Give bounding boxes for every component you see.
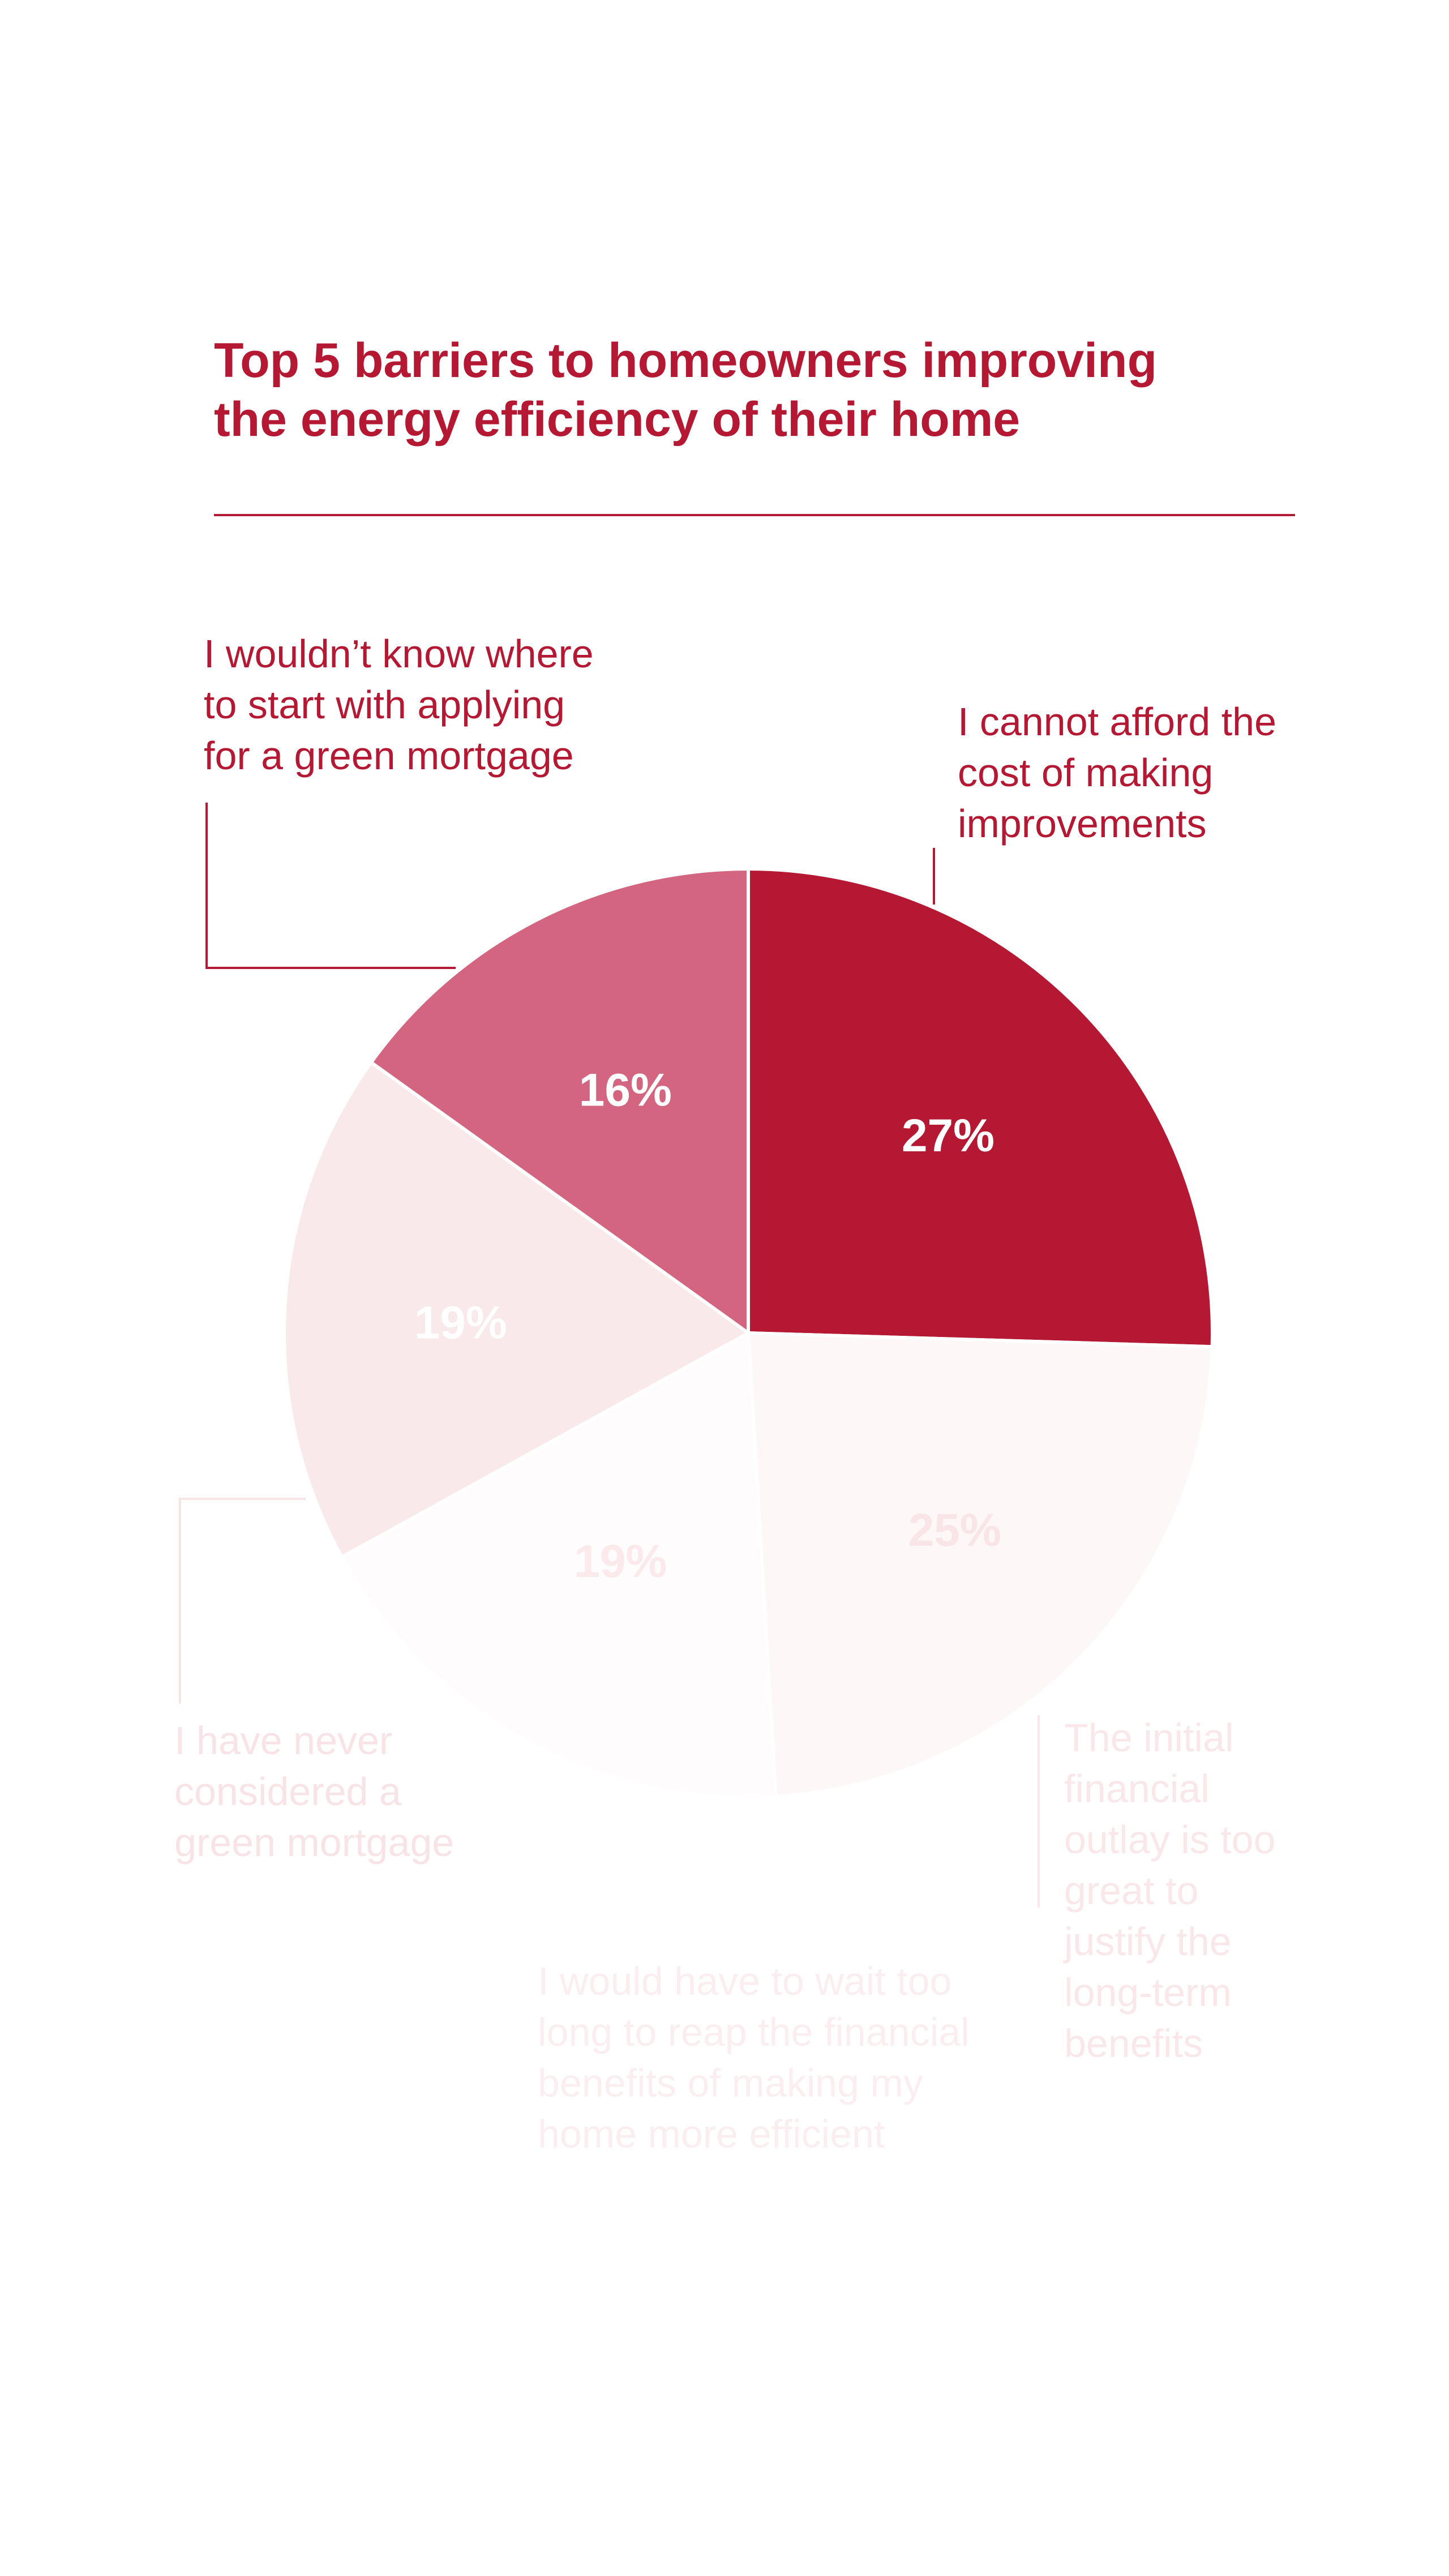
slice-label-2-line-3: outlay is too [1064,1818,1276,1862]
pie-slice-2 [747,1331,1214,1798]
slice-label-2-line-7: benefits [1064,2021,1203,2065]
slice-label-3-line-4: home more efficient [538,2112,885,2156]
slice-label-2-line-6: long-term [1064,1970,1232,2014]
slice-label-2-line-4: great to [1064,1868,1199,1913]
pie-slice-5 [369,867,750,1335]
slice-label-4-line-2: considered a [174,1769,401,1814]
chart-title-line-1: Top 5 barriers to homeowners improving [214,333,1158,388]
value-label-2: 25% [908,1505,1001,1556]
slice-label-5-line-2: to start with applying [204,683,565,727]
leader-line-5 [205,803,456,969]
pie-slice-3 [340,1331,778,1799]
slice-label-1-line-3: improvements [958,801,1207,846]
slice-label-4-line-3: green mortgage [174,1820,455,1865]
slice-label-3-line-3: benefits of making my [538,2061,923,2105]
value-labels: 27% 25% 19% 19% 16% [414,1065,1001,1587]
slice-label-3: I would have to wait too long to reap the… [538,1956,970,2159]
slice-label-5-line-1: I wouldn’t know where [204,632,594,676]
pie-slices [282,867,1214,1799]
value-label-5: 16% [579,1065,672,1116]
slice-label-5: I wouldn’t know where to start with apply… [204,628,594,781]
slice-label-2-line-1: The initial [1064,1716,1234,1760]
slice-label-2-line-2: financial [1064,1767,1210,1811]
slice-label-4-line-1: I have never [174,1718,393,1763]
slice-label-1: I cannot afford the cost of making improve… [958,696,1276,849]
slice-label-2: The initial financial outlay is too great t… [1064,1712,1276,2069]
slice-label-2-line-5: justify the [1064,1919,1232,1964]
pie-slice-4 [282,1060,750,1559]
slice-label-3-line-1: I would have to wait too [538,1959,952,2003]
pie-slice-1 [747,867,1214,1349]
slice-label-1-line-2: cost of making [958,751,1214,795]
slice-label-4: I have never considered a green mortgage [174,1715,454,1868]
slice-label-1-line-1: I cannot afford the [958,700,1277,744]
value-label-3: 19% [574,1536,667,1587]
value-label-4: 19% [414,1297,507,1348]
leader-lines [179,803,1040,1908]
chart-title: Top 5 barriers to homeowners improving t… [214,331,1289,449]
title-divider [214,514,1295,516]
chart-title-line-2: the energy efficiency of their home [214,392,1021,447]
slice-label-5-line-3: for a green mortgage [204,734,574,778]
leader-line-4 [179,1498,306,1704]
slice-label-3-line-2: long to reap the financial [538,2010,970,2054]
value-label-1: 27% [902,1110,994,1161]
